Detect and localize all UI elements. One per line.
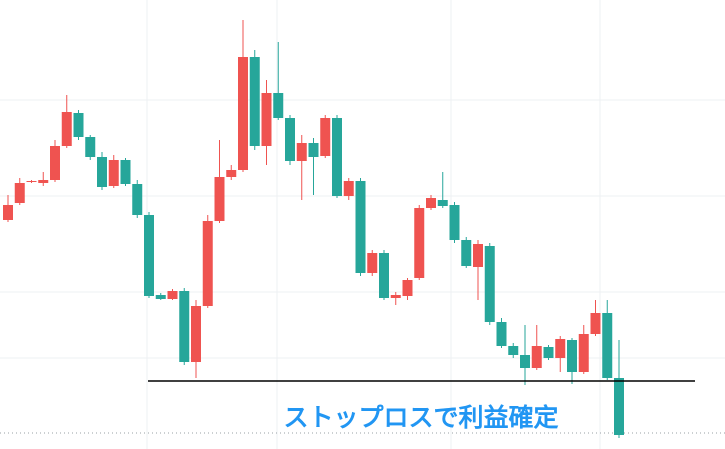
candle-body bbox=[320, 118, 331, 156]
candle-body bbox=[402, 280, 413, 296]
candle-body bbox=[332, 118, 342, 196]
candle-body bbox=[473, 244, 483, 267]
candle-body bbox=[61, 112, 72, 146]
candle-body bbox=[590, 313, 601, 334]
candle-body bbox=[555, 339, 566, 358]
candle-body bbox=[226, 170, 237, 177]
candle-body bbox=[38, 180, 49, 183]
candle-body bbox=[390, 295, 401, 298]
candle-body bbox=[543, 347, 554, 358]
candle-body bbox=[520, 355, 530, 368]
candle-body bbox=[449, 205, 460, 240]
candle-body bbox=[308, 143, 319, 157]
candle-body bbox=[496, 322, 507, 346]
candle-body bbox=[461, 240, 472, 266]
candle-body bbox=[355, 181, 366, 273]
candle-body bbox=[238, 57, 248, 170]
candle-body bbox=[285, 118, 295, 161]
candle-body bbox=[343, 181, 354, 196]
candle-body bbox=[437, 200, 448, 206]
candle-body bbox=[531, 346, 542, 368]
candle-body bbox=[414, 208, 425, 278]
candle-body bbox=[26, 181, 37, 182]
annotation: ストップロスで利益確定 bbox=[283, 403, 558, 432]
candle-body bbox=[120, 160, 131, 184]
candle-body bbox=[50, 146, 60, 180]
candle-body bbox=[179, 291, 190, 362]
candle-body bbox=[249, 57, 260, 146]
candle-body bbox=[132, 184, 143, 215]
candles bbox=[3, 20, 624, 438]
candle-body bbox=[3, 205, 13, 220]
candle-body bbox=[167, 291, 178, 299]
candle-body bbox=[191, 306, 201, 362]
candle-body bbox=[108, 160, 119, 186]
candle-body bbox=[426, 198, 436, 208]
candle-body bbox=[367, 253, 378, 273]
candle-body bbox=[144, 215, 154, 296]
candle-body bbox=[273, 93, 284, 118]
candle-body bbox=[202, 221, 213, 306]
candle-body bbox=[567, 340, 577, 372]
candle-body bbox=[214, 177, 225, 221]
candle-body bbox=[261, 93, 272, 146]
candle-body bbox=[73, 113, 84, 137]
candle-body bbox=[614, 378, 624, 435]
candle-body bbox=[14, 183, 25, 203]
candle-body bbox=[484, 246, 495, 322]
candle-body bbox=[602, 313, 613, 378]
candle-body bbox=[379, 253, 389, 298]
candle-body bbox=[97, 157, 107, 187]
candle-body bbox=[85, 137, 96, 157]
candle-body bbox=[155, 295, 166, 299]
candle-body bbox=[578, 334, 589, 372]
candle-body bbox=[296, 143, 307, 161]
candle-body bbox=[508, 346, 519, 355]
